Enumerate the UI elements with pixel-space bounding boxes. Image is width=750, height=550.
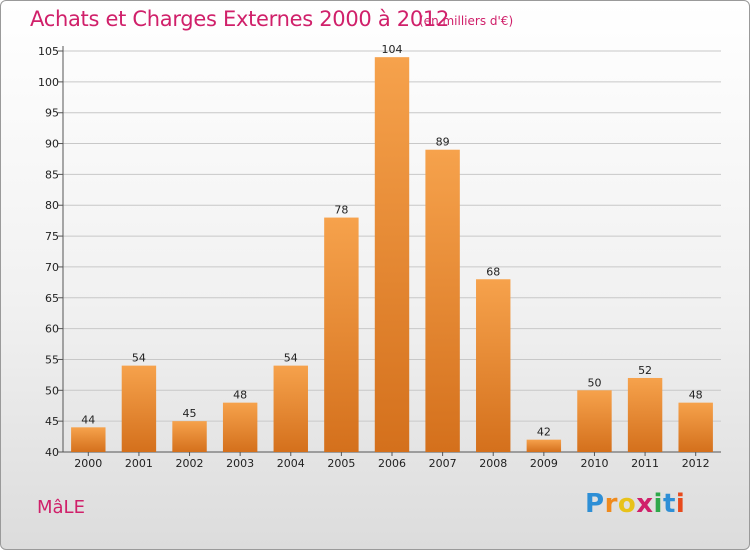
x-tick-label: 2001 [125, 457, 153, 470]
y-tick-label: 100 [38, 76, 59, 89]
bar-2001 [121, 365, 157, 452]
y-tick-label: 70 [45, 261, 59, 274]
x-tick-label: 2002 [176, 457, 204, 470]
bar-2006 [374, 57, 410, 453]
y-tick-label: 50 [45, 384, 59, 397]
logo-letter: P [585, 489, 605, 519]
y-tick-label: 105 [38, 45, 59, 58]
logo-letter: t [662, 489, 676, 519]
x-tick-label: 2003 [226, 457, 254, 470]
commune-name: MâLE [37, 497, 85, 518]
logo-letter: i [675, 489, 686, 519]
bar-2009 [526, 439, 562, 452]
bar-2007 [425, 149, 460, 452]
y-tick-label: 85 [45, 168, 59, 181]
y-tick-label: 60 [45, 323, 59, 336]
x-tick-label: 2011 [631, 457, 659, 470]
value-label: 68 [486, 265, 500, 278]
bar-2004 [273, 365, 308, 452]
y-tick-label: 95 [45, 107, 59, 120]
proxiti-logo[interactable]: Proxiti [585, 489, 685, 519]
bar-2010 [577, 390, 612, 452]
labels: 40 45 50 55 60 65 70 75 80 85 90 95 100 105 44 2000 54 20… [38, 43, 710, 470]
x-tick-label: 2004 [277, 457, 305, 470]
value-label: 50 [587, 376, 601, 389]
logo-letter: i [653, 489, 663, 519]
value-label: 44 [81, 413, 95, 426]
bar-2003 [222, 402, 258, 452]
value-label: 78 [334, 204, 348, 217]
y-tick-label: 90 [45, 138, 59, 151]
x-tick-label: 2006 [378, 457, 406, 470]
value-label: 42 [537, 426, 551, 439]
x-tick-label: 2008 [479, 457, 507, 470]
logo-letter: x [636, 489, 654, 519]
y-tick-label: 40 [45, 446, 59, 459]
bar-2005 [324, 217, 359, 452]
value-label: 52 [638, 364, 652, 377]
x-tick-label: 2007 [429, 457, 457, 470]
bar-2000 [71, 427, 106, 452]
x-tick-label: 2012 [682, 457, 710, 470]
x-tick-label: 2010 [580, 457, 608, 470]
y-tick-label: 45 [45, 415, 59, 428]
bar-2011 [627, 377, 663, 452]
value-label: 48 [233, 389, 247, 402]
y-tick-label: 55 [45, 353, 59, 366]
logo-letter: o [617, 489, 637, 519]
y-tick-label: 80 [45, 199, 59, 212]
bar-2008 [476, 279, 511, 452]
value-label: 54 [132, 352, 146, 365]
x-tick-label: 2000 [74, 457, 102, 470]
x-tick-label: 2005 [327, 457, 355, 470]
chart-title: Achats et Charges Externes 2000 à 2012 [30, 7, 450, 31]
y-tick-label: 65 [45, 292, 59, 305]
bar-2002 [172, 421, 207, 452]
value-label: 104 [382, 43, 403, 56]
y-tick-label: 75 [45, 230, 59, 243]
bars [71, 57, 713, 453]
value-label: 45 [183, 407, 197, 420]
chart-subtitle: (en milliers d'€) [419, 14, 514, 28]
value-label: 48 [689, 389, 703, 402]
value-label: 89 [436, 136, 450, 149]
value-label: 54 [284, 352, 298, 365]
bar-2012 [678, 402, 713, 452]
logo-letter: r [604, 489, 618, 519]
x-tick-label: 2009 [530, 457, 558, 470]
